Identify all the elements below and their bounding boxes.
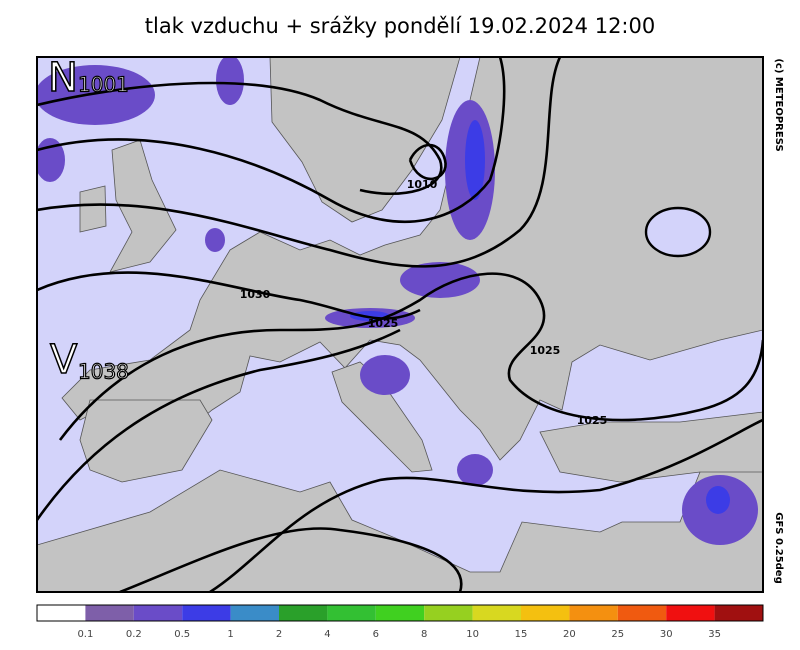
legend-swatch [521,605,570,621]
legend-frame [36,604,764,622]
legend-label: 30 [660,629,673,640]
legend-swatch [85,605,134,621]
isobar-label: 1025 [577,414,608,427]
isobar-label: 1010 [407,178,438,191]
legend-swatch [37,605,86,621]
legend-label: 6 [373,629,379,640]
legend-swatch [569,605,618,621]
legend-label: 2 [276,629,282,640]
high-pressure-value: 1038 [78,360,129,384]
legend: 0.1 0.2 0.5 1 2 4 6 8 10 15 20 25 30 35 [36,604,764,640]
legend-swatch [133,605,183,621]
legend-swatch [375,605,425,621]
low-pressure-letter: N [48,55,78,101]
isobar-label: 1030 [240,288,271,301]
map-title: tlak vzduchu + srážky pondělí 19.02.2024… [145,14,655,38]
legend-swatch [279,605,328,621]
high-pressure-letter: V [50,337,78,383]
legend-label: 0.1 [77,629,93,640]
legend-swatch [666,605,715,621]
legend-label: 20 [563,629,576,640]
credit: (c) METEOPRESS [773,58,784,151]
isobar-label: 1025 [368,317,399,330]
legend-label: 0.5 [174,629,190,640]
legend-swatch [617,605,667,621]
map-frame [36,56,764,593]
legend-label: 10 [466,629,479,640]
legend-label: 0.2 [126,629,142,640]
model-name: GFS 0.25deg [773,512,784,584]
legend-swatch [327,605,376,621]
legend-swatch [472,605,521,621]
legend-label: 15 [515,629,528,640]
legend-swatch [424,605,473,621]
legend-label: 25 [611,629,624,640]
legend-swatch [230,605,279,621]
legend-label: 8 [421,629,427,640]
low-pressure-value: 1001 [78,73,129,97]
legend-label: 4 [324,629,330,640]
isobar-label: 1025 [530,344,561,357]
legend-label: 35 [708,629,721,640]
map [37,57,763,592]
legend-label: 1 [227,629,233,640]
legend-swatch [182,605,231,621]
legend-swatch [714,605,763,621]
